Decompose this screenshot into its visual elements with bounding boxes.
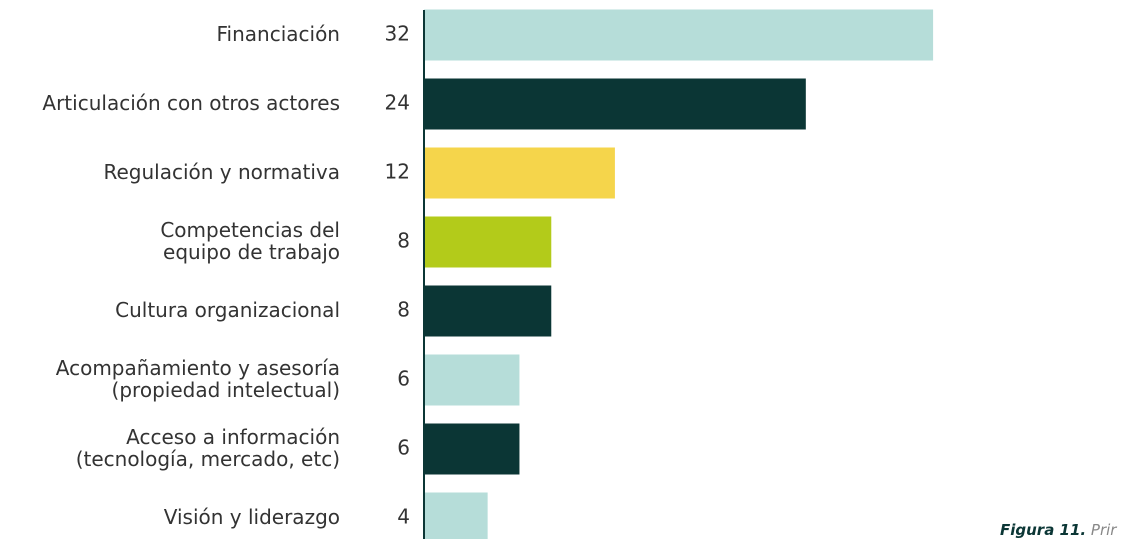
category-label: Acompañamiento y asesoría (propiedad inte…	[56, 356, 340, 402]
value-label: 8	[397, 298, 410, 322]
category-line: Articulación con otros actores	[42, 91, 340, 115]
category-label: Articulación con otros actores	[42, 91, 340, 115]
category-label: Visión y liderazgo	[164, 505, 340, 529]
bar	[424, 147, 615, 199]
bar	[424, 492, 488, 539]
category-line: Cultura organizacional	[115, 298, 340, 322]
value-label: 4	[397, 505, 410, 529]
category-line: Acompañamiento y asesoría	[56, 356, 340, 380]
value-label: 8	[397, 229, 410, 253]
bar	[424, 9, 934, 61]
category-label: Cultura organizacional	[115, 298, 340, 322]
category-line: (tecnología, mercado, etc)	[76, 447, 340, 471]
caption-label: Figura 11.	[1000, 521, 1086, 539]
category-label: Acceso a información (tecnología, mercado…	[76, 425, 340, 471]
category-line: Regulación y normativa	[103, 160, 340, 184]
category-line: Acceso a información	[126, 425, 340, 449]
value-label: 6	[397, 436, 410, 460]
caption-text: Prir	[1091, 521, 1117, 539]
category-line: (propiedad intelectual)	[112, 378, 340, 402]
category-line: equipo de trabajo	[163, 240, 340, 264]
category-label: Financiación	[217, 22, 341, 46]
bar	[424, 78, 806, 130]
bar	[424, 285, 552, 337]
value-label: 24	[385, 91, 410, 115]
category-label: Regulación y normativa	[103, 160, 340, 184]
category-line: Competencias del	[160, 218, 340, 242]
category-line: Financiación	[217, 22, 341, 46]
caption: Figura 11. Prir	[1000, 521, 1117, 539]
bar	[424, 423, 520, 475]
bar	[424, 354, 520, 406]
category-label: Competencias del equipo de trabajo	[160, 218, 340, 264]
value-label: 32	[385, 22, 410, 46]
value-label: 12	[385, 160, 410, 184]
category-line: Visión y liderazgo	[164, 505, 340, 529]
value-label: 6	[397, 367, 410, 391]
bar	[424, 216, 552, 268]
